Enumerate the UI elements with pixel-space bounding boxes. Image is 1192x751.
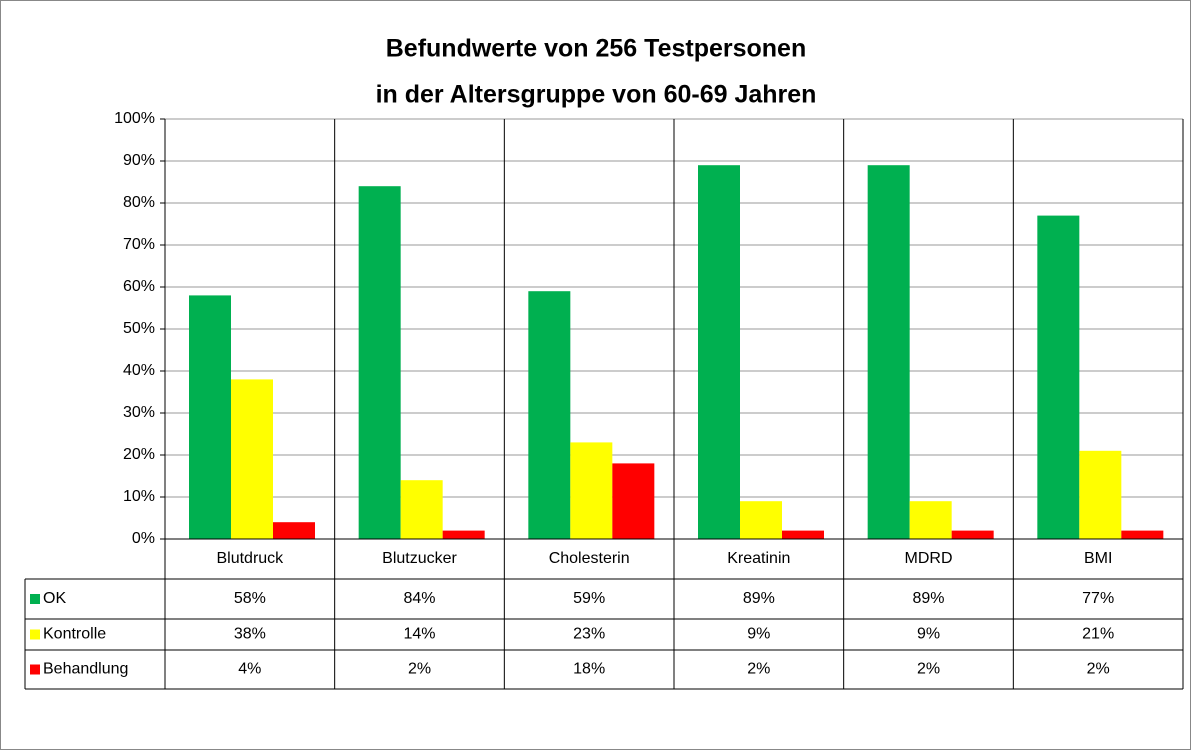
table-value: 2% [747,661,770,678]
bar [612,463,655,539]
y-tick-label: 40% [123,362,155,379]
y-tick-label: 30% [123,404,155,421]
bar [1079,450,1122,539]
y-tick-label: 0% [132,530,155,547]
legend-label: OK [43,590,66,607]
bar [189,295,231,539]
table-value: 58% [234,590,266,607]
table-value: 4% [238,661,261,678]
y-tick-label: 70% [123,236,155,253]
x-tick-label: Kreatinin [727,550,790,567]
bar [951,530,994,539]
y-tick-label: 80% [123,194,155,211]
bar [782,530,824,539]
legend-label: Kontrolle [43,626,106,643]
bar [570,442,613,539]
table-value: 2% [408,661,431,678]
table-value: 38% [234,626,266,643]
bar [528,291,571,539]
bar [442,530,485,539]
bar [231,379,273,539]
bar [909,501,952,539]
table-value: 77% [1082,590,1114,607]
legend-swatch [30,594,40,604]
legend-swatch [30,629,40,640]
x-tick-label: MDRD [905,550,953,567]
bar [698,165,740,539]
x-tick-label: BMI [1084,550,1112,567]
bar [740,501,782,539]
x-tick-label: Blutdruck [216,550,284,567]
table-value: 2% [917,661,940,678]
table-value: 84% [403,590,435,607]
y-tick-label: 10% [123,488,155,505]
table-value: 9% [747,626,770,643]
y-tick-label: 20% [123,446,155,463]
table-value: 18% [573,661,605,678]
y-tick-label: 90% [123,152,155,169]
legend-swatch [30,664,40,675]
table-value: 89% [743,590,775,607]
table-value: 9% [917,626,940,643]
table-value: 23% [573,626,605,643]
x-tick-label: Cholesterin [549,550,630,567]
table-value: 59% [573,590,605,607]
x-tick-label: Blutzucker [382,550,457,567]
y-tick-label: 100% [114,110,155,127]
chart-title: in der Altersgruppe von 60-69 Jahren [376,81,817,109]
legend-label: Behandlung [43,661,128,678]
bar [1037,215,1080,539]
table-value: 89% [912,590,944,607]
table-value: 14% [403,626,435,643]
y-tick-label: 60% [123,278,155,295]
table-value: 21% [1082,626,1114,643]
table-value: 2% [1087,661,1110,678]
y-tick-label: 50% [123,320,155,337]
chart-title: Befundwerte von 256 Testpersonen [386,35,806,63]
bar [358,186,401,539]
bar [867,165,910,539]
bar [273,522,315,539]
bar [1121,530,1164,539]
bar [400,480,443,539]
